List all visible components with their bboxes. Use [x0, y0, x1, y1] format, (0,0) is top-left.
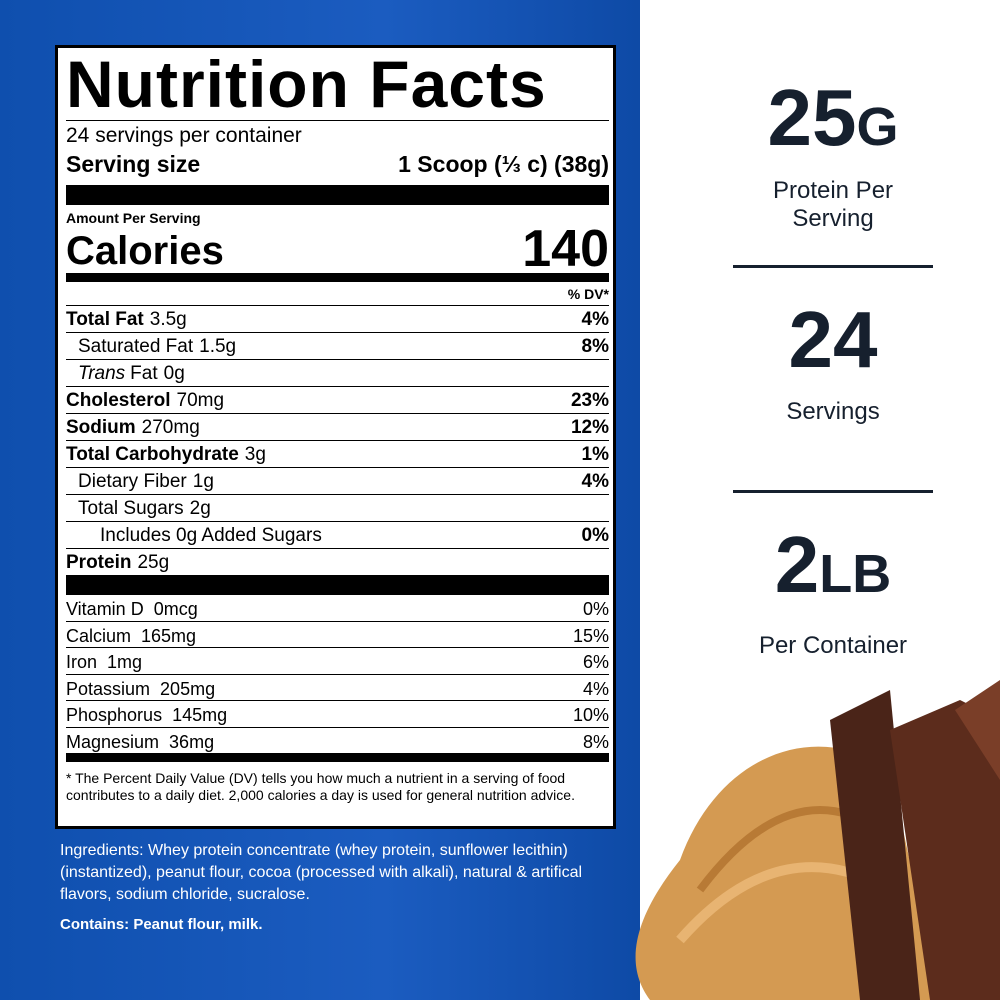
serving-size-label: Serving size	[66, 151, 201, 177]
nutrient-row: Dietary Fiber 1g 4%	[66, 468, 609, 495]
divider	[733, 490, 933, 493]
vitamin-row: Iron 1mg 6%	[66, 648, 609, 675]
nutrient-name: Dietary Fiber	[78, 471, 187, 492]
nutrient-dv: 4%	[581, 309, 609, 330]
nutrient-name: Total Fat	[66, 309, 144, 330]
nutrient-amount: 3g	[244, 444, 266, 465]
highlight-value: 24	[788, 295, 878, 384]
nutrient-name-italic: Trans	[78, 363, 126, 384]
nutrient-name: Fat	[130, 363, 158, 384]
vitamin-dv: 6%	[582, 652, 609, 672]
divider	[733, 265, 933, 268]
nutrient-dv: 12%	[570, 417, 609, 438]
nutrient-name: Includes 0g Added Sugars	[100, 525, 322, 546]
highlight: 24 Servings	[700, 300, 966, 426]
nutrient-name: Protein	[66, 552, 132, 573]
nutrient-amount: 25g	[137, 552, 170, 573]
calories-value: 140	[522, 220, 609, 278]
highlight-unit: G	[856, 97, 899, 157]
nutrient-dv: 4%	[581, 471, 609, 492]
footnote: * The Percent Daily Value (DV) tells you…	[66, 770, 575, 803]
vitamin-dv: 0%	[582, 599, 609, 619]
vitamin-amount: 1mg	[107, 652, 143, 672]
highlight-value: 2	[774, 520, 820, 609]
vitamin-row: Potassium 205mg 4%	[66, 675, 609, 701]
divider	[66, 185, 609, 205]
nutrient-row: Includes 0g Added Sugars 0%	[66, 522, 609, 549]
vitamin-amount: 0mcg	[153, 599, 198, 619]
serving-size: Serving size 1 Scoop (⅓ c) (38g)	[66, 149, 609, 181]
highlight: 25G Protein Per Serving	[700, 78, 966, 233]
highlight-caption: Protein Per Serving	[772, 177, 894, 232]
nutrition-label: Nutrition Facts 24 servings per containe…	[55, 45, 616, 829]
nutrient-name: Total Sugars	[78, 498, 184, 519]
divider	[66, 575, 609, 595]
vitamin-list: Vitamin D 0mcg 0% Calcium 165mg 15% Iron 1mg 6% P…	[66, 595, 609, 753]
vitamin-name: Iron	[66, 652, 98, 672]
nutrient-row: Total Sugars 2g	[66, 495, 609, 522]
vitamin-name: Magnesium	[66, 731, 160, 752]
nutrient-row: Sodium 270mg 12%	[66, 414, 609, 441]
vitamin-dv: 4%	[582, 678, 609, 699]
nutrient-amount: 270mg	[141, 417, 200, 438]
vitamin-row: Phosphorus 145mg 10%	[66, 701, 609, 728]
vitamin-dv: 10%	[572, 705, 609, 725]
servings: 24 servings per container	[66, 124, 302, 147]
highlight-caption: Servings	[786, 398, 880, 425]
vitamin-dv: 15%	[572, 625, 609, 646]
amount-per-serving: Amount Per Serving	[66, 210, 201, 226]
highlight-caption: Per Container	[758, 632, 908, 659]
vitamin-row: Calcium 165mg 15%	[66, 622, 609, 648]
nutrient-dv: 1%	[581, 444, 609, 465]
vitamin-name: Calcium	[66, 625, 132, 646]
label-title: Nutrition Facts	[66, 48, 609, 121]
nutrient-row: Trans Fat 0g	[66, 360, 609, 387]
nutrient-amount: 1g	[192, 471, 214, 492]
nutrient-dv: 8%	[581, 336, 609, 357]
highlight-value: 25	[767, 73, 857, 162]
vitamin-amount: 145mg	[172, 705, 228, 725]
nutrient-name: Cholesterol	[66, 390, 171, 411]
nutrient-amount: 0g	[163, 363, 185, 384]
vitamin-dv: 8%	[582, 731, 609, 752]
nutrient-amount: 70mg	[176, 390, 225, 411]
divider	[66, 753, 609, 762]
contains: Contains: Peanut flour, milk.	[60, 916, 263, 933]
vitamin-name: Vitamin D	[66, 599, 144, 619]
vitamin-amount: 205mg	[160, 678, 216, 699]
ingredients: Ingredients: Whey protein concentrate (w…	[60, 842, 583, 903]
nutrient-name: Sodium	[66, 417, 136, 438]
nutrient-dv: 23%	[570, 390, 609, 411]
nutrient-amount: 2g	[189, 498, 211, 519]
vitamin-amount: 36mg	[169, 731, 215, 752]
vitamin-amount: 165mg	[141, 625, 197, 646]
nutrient-amount: 3.5g	[149, 309, 187, 330]
chocolate	[955, 680, 1000, 780]
nutrient-row: Saturated Fat 1.5g 8%	[66, 333, 609, 360]
highlight: 2LB Per Container	[700, 525, 966, 660]
divider	[66, 273, 609, 282]
nutrient-dv: 0%	[581, 525, 609, 546]
nutrient-row: Protein 25g	[66, 549, 609, 575]
nutrient-row: Total Fat 3.5g 4%	[66, 306, 609, 333]
chocolate	[890, 700, 1000, 1000]
calories-label: Calories	[66, 229, 224, 273]
vitamin-row: Vitamin D 0mcg 0%	[66, 595, 609, 622]
highlight-unit: LB	[819, 544, 892, 604]
nutrient-row: Cholesterol 70mg 23%	[66, 387, 609, 414]
nutrient-amount: 1.5g	[199, 336, 237, 357]
nutrient-list: Total Fat 3.5g 4% Saturated Fat 1.5g 8% Trans F…	[66, 306, 609, 575]
dv-header: % DV*	[66, 282, 609, 306]
serving-size-value: 1 Scoop (⅓ c) (38g)	[398, 151, 609, 177]
vitamin-name: Potassium	[66, 678, 151, 699]
nutrient-name: Saturated Fat	[78, 336, 194, 357]
food-image	[635, 680, 1000, 1000]
nutrient-row: Total Carbohydrate 3g 1%	[66, 441, 609, 468]
nutrient-name: Total Carbohydrate	[66, 444, 239, 465]
calories: Calories 140	[66, 220, 609, 278]
vitamin-row: Magnesium 36mg 8%	[66, 728, 609, 754]
vitamin-name: Phosphorus	[66, 705, 163, 725]
